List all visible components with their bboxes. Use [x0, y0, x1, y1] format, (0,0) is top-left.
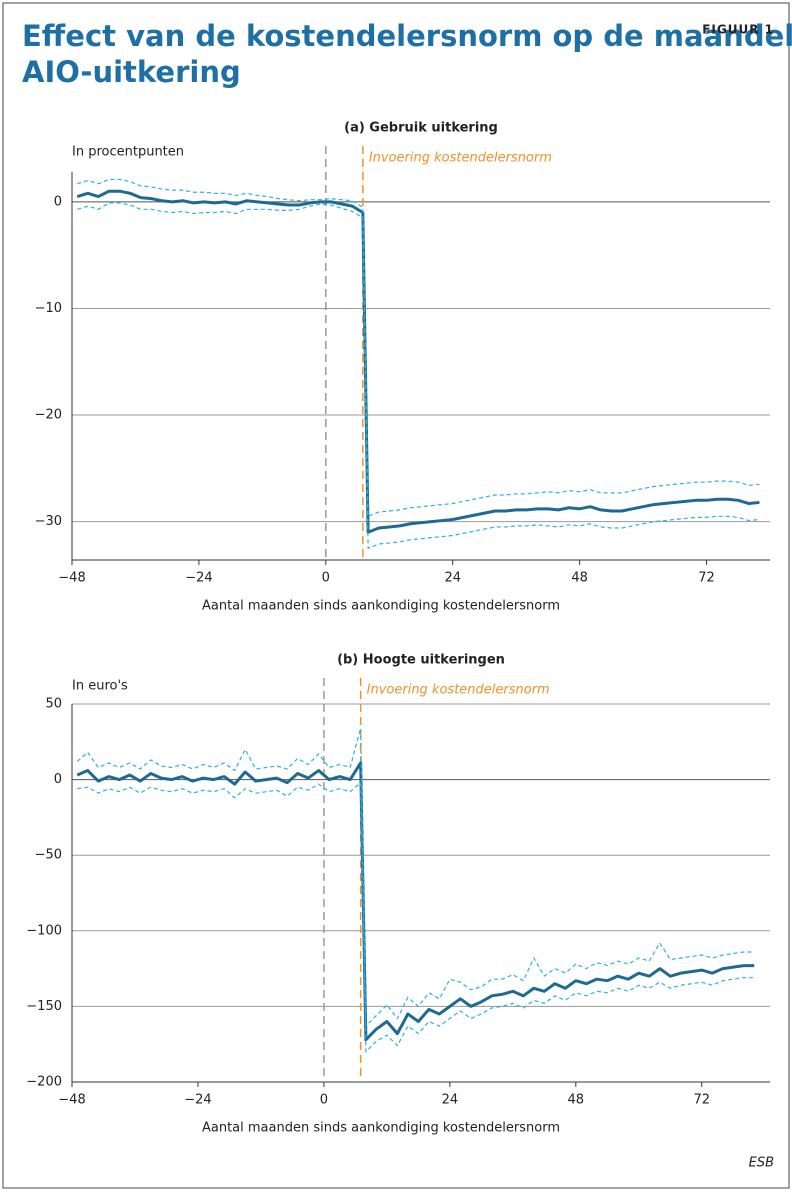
y-axis-label: In procentpunten — [72, 145, 184, 160]
reference-label: Invoering kostendelersnorm — [367, 683, 550, 698]
y-tick-label: 50 — [45, 697, 62, 712]
x-tick-label: −24 — [184, 1093, 211, 1108]
y-tick-label: −10 — [35, 301, 62, 316]
x-tick-label: 48 — [568, 1093, 585, 1108]
estimate-line — [76, 189, 760, 534]
y-tick-label: −30 — [35, 514, 62, 529]
x-tick-label: 24 — [444, 571, 461, 586]
confidence-line — [76, 727, 755, 1027]
x-tick-label: −48 — [58, 1093, 85, 1108]
estimate-line — [76, 761, 755, 1042]
confidence-line — [77, 782, 755, 1053]
x-tick-label: −48 — [58, 571, 85, 586]
x-tick-label: −24 — [185, 571, 212, 586]
x-tick-label: 0 — [320, 1093, 328, 1108]
x-tick-label: 24 — [442, 1093, 459, 1108]
source: ESB — [749, 1156, 774, 1171]
y-tick-label: 0 — [54, 194, 62, 209]
confidence-line — [77, 202, 760, 549]
title: Effect van de kostendelersnorm op de maa… — [22, 19, 792, 89]
x-tick-label: 72 — [694, 1093, 711, 1108]
x-tick-label: 72 — [698, 571, 715, 586]
y-tick-label: −150 — [26, 999, 62, 1014]
y-tick-label: −50 — [35, 848, 62, 863]
y-tick-label: −200 — [26, 1075, 62, 1090]
y-axis-label: In euro's — [72, 679, 128, 694]
x-axis-label: Aantal maanden sinds aankondiging kosten… — [202, 1121, 560, 1136]
x-tick-label: 48 — [571, 571, 588, 586]
y-tick-label: −20 — [35, 408, 62, 423]
x-axis-label: Aantal maanden sinds aankondiging kosten… — [202, 599, 560, 614]
confidence-line — [77, 178, 760, 517]
x-tick-label: 0 — [322, 571, 330, 586]
y-tick-label: 0 — [54, 772, 62, 787]
chart-subtitle: (a) Gebruik uitkering — [344, 121, 498, 136]
chart-subtitle: (b) Hoogte uitkeringen — [337, 653, 505, 668]
figure-label: FIGUUR 1 — [702, 23, 774, 37]
y-tick-label: −100 — [26, 923, 62, 938]
reference-label: Invoering kostendelersnorm — [369, 151, 552, 166]
